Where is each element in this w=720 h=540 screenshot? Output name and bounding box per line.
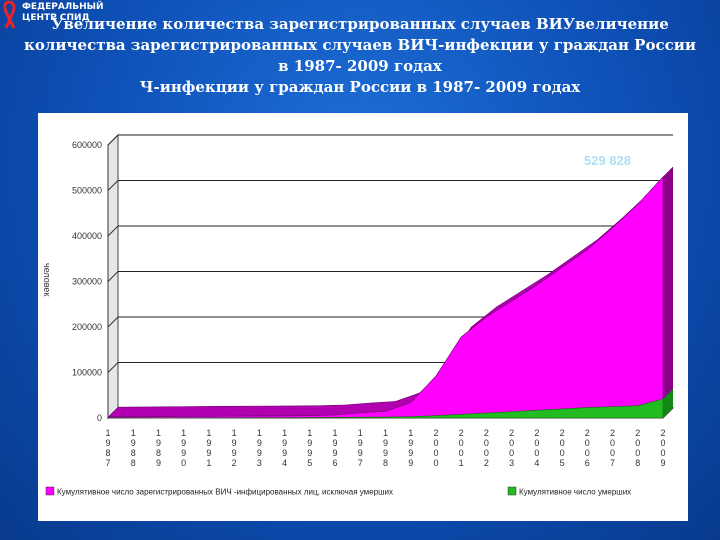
- legend-label: Кумулятивное число зарегистрированных ВИ…: [57, 488, 393, 497]
- series-1-side-face: [663, 166, 673, 418]
- series-2-side-face: [663, 388, 673, 418]
- grid-line-diag: [107, 316, 119, 328]
- y-tick-label: 400000: [72, 231, 102, 241]
- red-ribbon-icon: [3, 0, 16, 29]
- y-axis-label: человек: [42, 263, 52, 296]
- series-1-area: [107, 176, 664, 419]
- legend: Кумулятивное число зарегистрированных ВИ…: [45, 486, 631, 497]
- grid-line-diag: [107, 271, 119, 282]
- title-line-4: Ч-инфекции у граждан России в 1987- 2009…: [139, 78, 581, 96]
- grid-line-diag: [107, 362, 119, 373]
- y-tick-label: 0: [97, 413, 102, 423]
- logo-line-2: ЦЕНТР СПИД: [22, 13, 90, 23]
- y-tick-label: 300000: [72, 277, 102, 287]
- title-line-2: количества зарегистрированных случаев ВИ…: [24, 36, 696, 54]
- y-tick-labels: 0 100000 200000 300000 400000 500000 600000: [72, 140, 102, 423]
- y-tick-label: 600000: [72, 140, 102, 150]
- title-line-3: в 1987- 2009 годах: [278, 57, 442, 75]
- slide-title: Увеличение количества зарегистрированных…: [0, 14, 720, 98]
- logo: ФЕДЕРАЛЬНЫЙ ЦЕНТР СПИД: [0, 0, 104, 30]
- series-2-area: [107, 398, 664, 419]
- title-line-1: Увеличение количества зарегистрированных…: [51, 15, 669, 33]
- legend-label: Кумулятивное число умерших: [519, 488, 631, 497]
- logo-line-1: ФЕДЕРАЛЬНЫЙ: [22, 2, 104, 12]
- legend-swatch: [45, 486, 55, 496]
- value-annotation: 529 828: [584, 153, 631, 168]
- y-tick-label: 100000: [72, 368, 102, 378]
- y-tick-label: 200000: [72, 322, 102, 332]
- legend-swatch: [507, 486, 517, 496]
- y-tick-label: 500000: [72, 186, 102, 196]
- grid-line-diag: [107, 180, 119, 191]
- grid-line-diag: [107, 134, 119, 146]
- x-tick-labels: 1 9 8 7 1 9 8 8 1 9 8 9 1 9 9 0 1 9 9 1 1 9 9 2 1 9 9 3 1 9 9 4 1 9 9 5 1 9 9 6…: [105, 428, 665, 468]
- grid-line-diag: [107, 225, 119, 237]
- series-areas: [107, 166, 674, 419]
